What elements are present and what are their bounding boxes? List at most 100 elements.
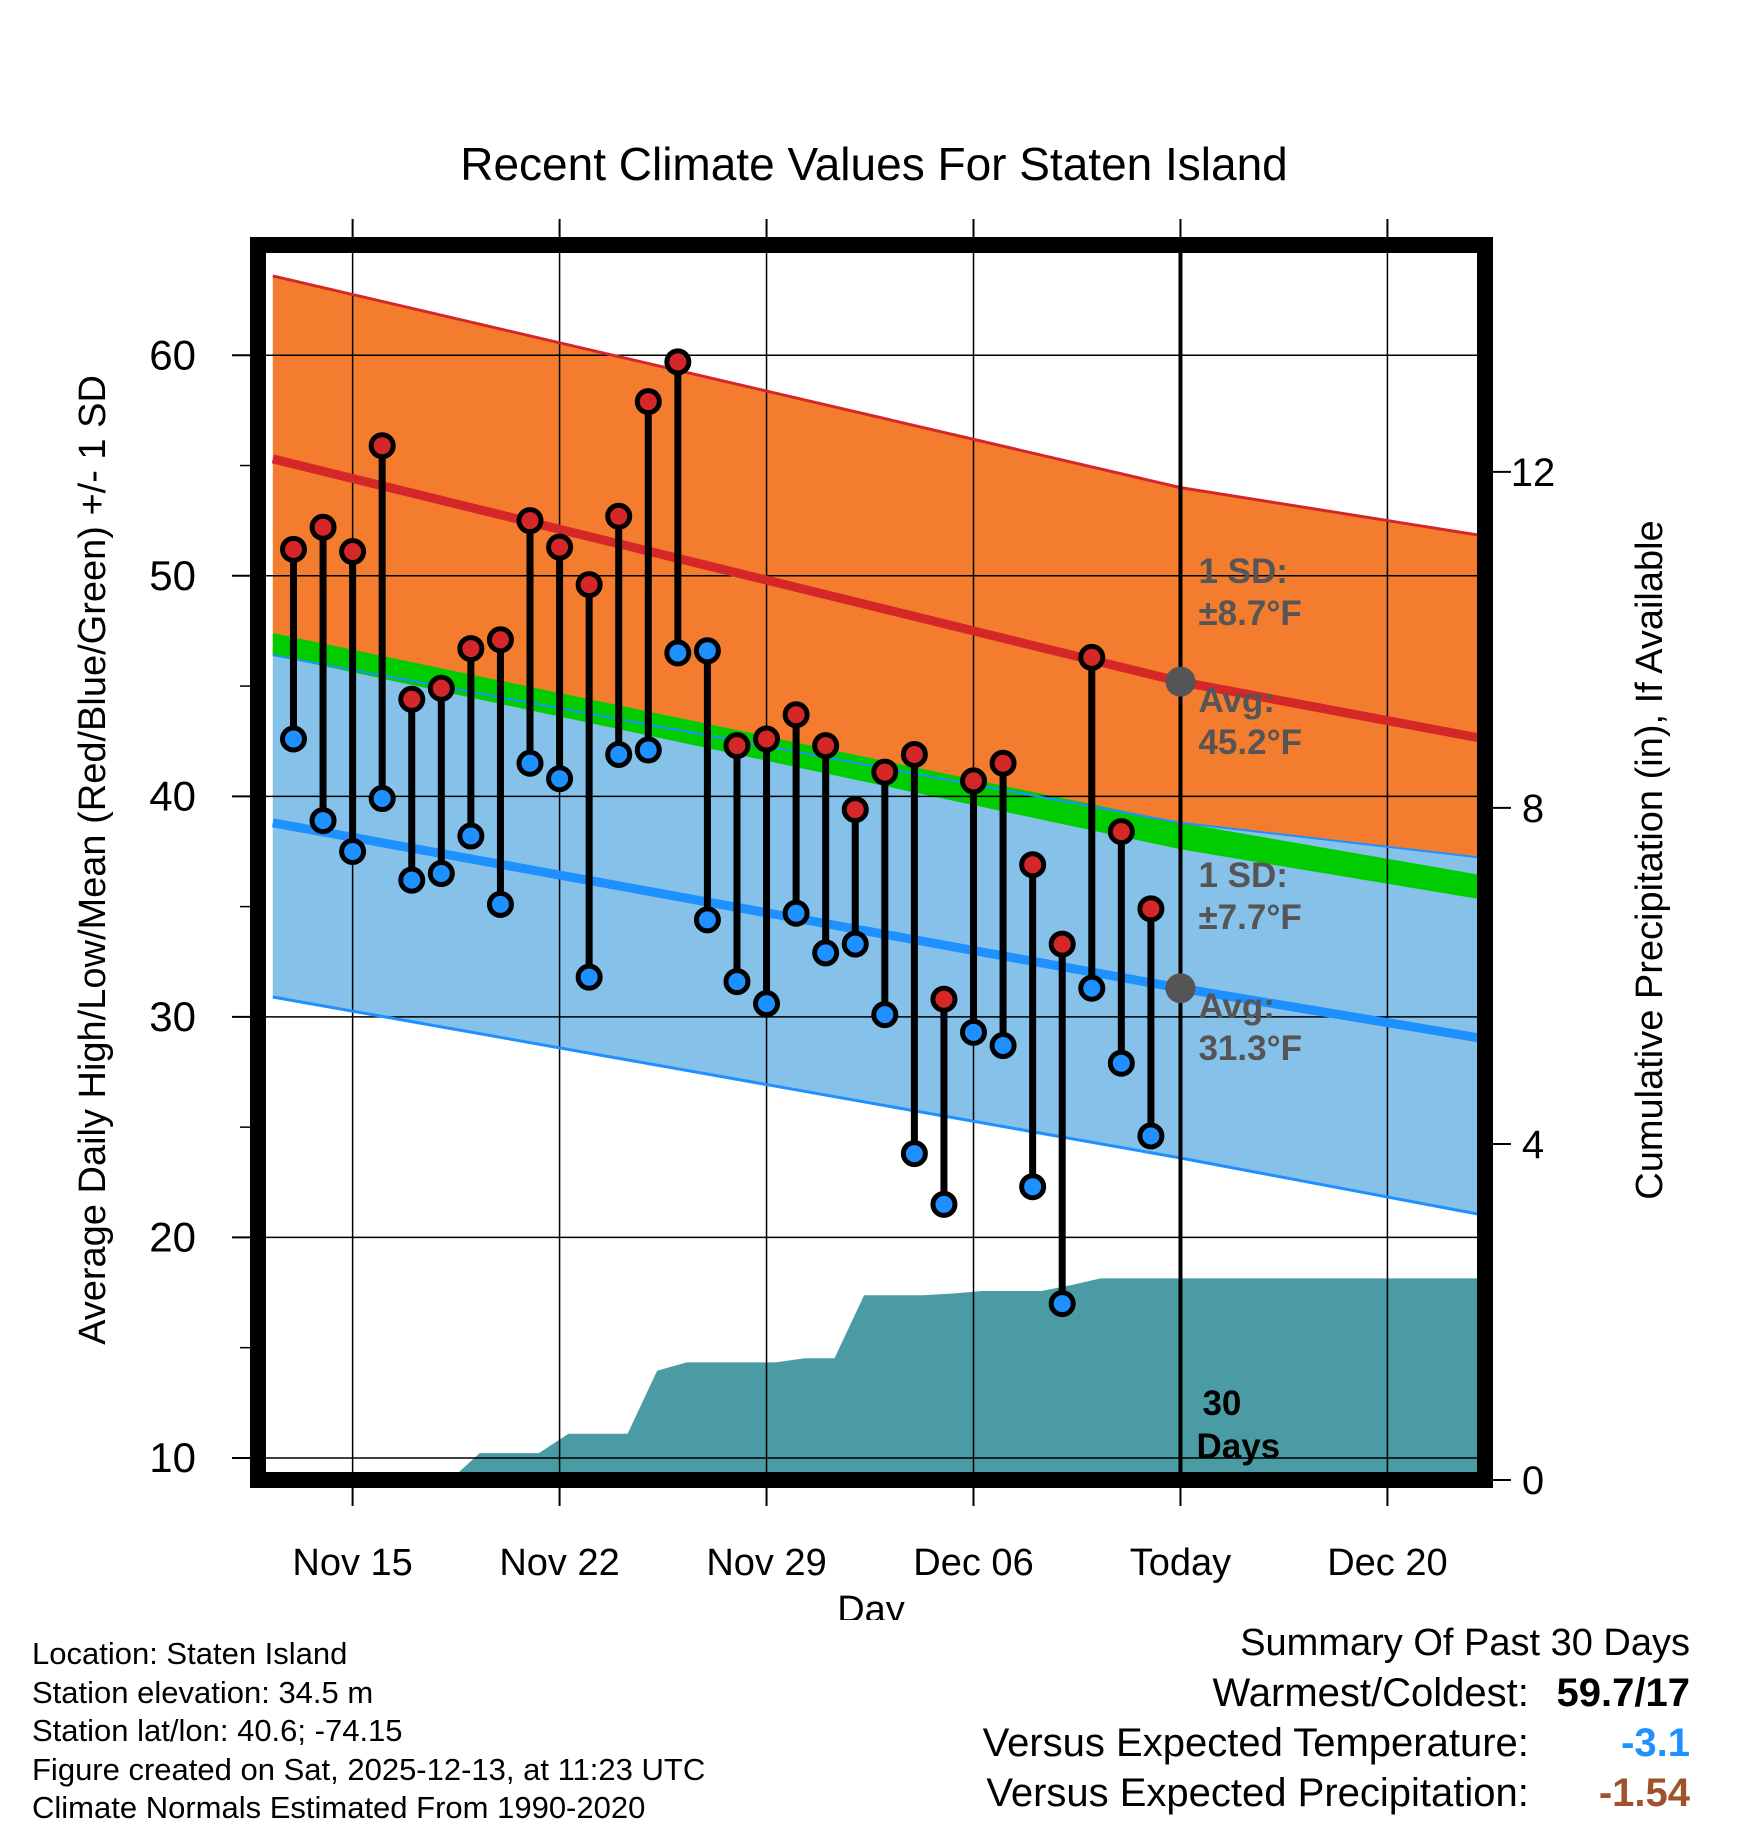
obs-high-point — [1019, 851, 1047, 879]
location-text: Location: Staten Island — [32, 1636, 348, 1671]
x-tick-label: Nov 15 — [292, 1542, 412, 1584]
y2-tick-label: 12 — [1511, 451, 1556, 495]
chart-title: Recent Climate Values For Staten Island — [460, 138, 1288, 190]
station-info: Location: Staten Island Station elevatio… — [32, 1635, 705, 1828]
obs-low-point — [457, 822, 485, 850]
precip-value: -1.54 — [1598, 1771, 1690, 1815]
summary-panel: Summary Of Past 30 Days Warmest/Coldest:… — [983, 1618, 1690, 1818]
obs-high-point — [634, 388, 662, 416]
warmest-label: Warmest/Coldest: — [1212, 1671, 1529, 1715]
obs-high-point — [693, 637, 721, 665]
y2-tick-label: 0 — [1522, 1459, 1544, 1503]
high-avg-label: Avg: — [1198, 681, 1274, 720]
obs-low-point — [693, 906, 721, 934]
summary-title: Summary Of Past 30 Days — [1240, 1622, 1690, 1664]
high-avg-value: 45.2°F — [1198, 723, 1302, 762]
obs-high-point — [546, 533, 574, 561]
climate-chart: Recent Climate Values For Staten Island … — [72, 138, 1671, 1620]
precip-label: Versus Expected Precipitation: — [986, 1771, 1529, 1815]
obs-low-point — [516, 749, 544, 777]
normals-text: Climate Normals Estimated From 1990-2020 — [32, 1790, 646, 1825]
y-tick-label: 10 — [149, 1434, 196, 1481]
obs-high-point — [279, 535, 307, 563]
obs-high-point — [812, 732, 840, 760]
obs-high-point — [309, 513, 337, 541]
temp-row: Versus Expected Temperature: -3.1 — [983, 1718, 1690, 1768]
obs-high-point — [398, 685, 426, 713]
x-tick-label: Nov 29 — [706, 1542, 826, 1584]
obs-high-point — [782, 701, 810, 729]
obs-high-point — [1137, 895, 1165, 923]
obs-high-point — [841, 796, 869, 824]
obs-low-point — [900, 1140, 928, 1168]
obs-low-point — [339, 837, 367, 865]
warmest-row: Warmest/Coldest: 59.7/17 — [983, 1668, 1691, 1718]
latlon-text: Station lat/lon: 40.6; -74.15 — [32, 1713, 403, 1748]
obs-low-point — [871, 1001, 899, 1029]
obs-high-point — [486, 626, 514, 654]
obs-low-point — [309, 807, 337, 835]
obs-low-point — [930, 1190, 958, 1218]
obs-high-point — [960, 767, 988, 795]
x-tick-label: Today — [1130, 1542, 1231, 1584]
low-avg-value: 31.3°F — [1198, 1029, 1302, 1068]
obs-high-point — [871, 758, 899, 786]
y-tick-label: 50 — [149, 552, 196, 599]
today-low-avg-dot — [1165, 973, 1196, 1004]
y-tick-label: 30 — [149, 993, 196, 1040]
low-sd-value: ±7.7°F — [1198, 898, 1301, 937]
obs-low-point — [960, 1018, 988, 1046]
y2-tick-label: 4 — [1522, 1123, 1544, 1167]
obs-high-point — [457, 635, 485, 663]
precip-days-number: 30 — [1202, 1384, 1241, 1423]
obs-high-point — [1048, 930, 1076, 958]
obs-high-point — [605, 502, 633, 530]
obs-low-point — [279, 725, 307, 753]
obs-low-point — [605, 740, 633, 768]
x-tick-label: Nov 22 — [499, 1542, 619, 1584]
high-sd-value: ±8.7°F — [1198, 594, 1301, 633]
low-avg-label: Avg: — [1198, 987, 1274, 1026]
obs-low-point — [1078, 974, 1106, 1002]
obs-low-point — [398, 866, 426, 894]
temp-label: Versus Expected Temperature: — [982, 1721, 1529, 1765]
obs-high-point — [900, 740, 928, 768]
obs-low-point — [1107, 1049, 1135, 1077]
low-sd-label: 1 SD: — [1198, 856, 1287, 895]
obs-low-point — [1137, 1122, 1165, 1150]
today-high-avg-dot — [1165, 666, 1196, 697]
obs-low-point — [723, 968, 751, 996]
y2-axis-label: Cumulative Precipitation (in), If Availa… — [1629, 520, 1671, 1199]
plot-frame — [250, 237, 1493, 1488]
obs-low-point — [812, 939, 840, 967]
obs-low-point — [841, 930, 869, 958]
obs-high-point — [575, 571, 603, 599]
precip-days-label: Days — [1196, 1427, 1280, 1466]
obs-low-point — [753, 990, 781, 1018]
obs-low-point — [575, 963, 603, 991]
y-tick-label: 20 — [149, 1213, 196, 1260]
obs-high-point — [989, 749, 1017, 777]
y-tick-label: 60 — [149, 331, 196, 378]
y2-tick-label: 8 — [1522, 787, 1544, 831]
obs-high-point — [753, 725, 781, 753]
obs-high-point — [723, 732, 751, 760]
precip-row: Versus Expected Precipitation: -1.54 — [983, 1768, 1690, 1818]
obs-high-point — [516, 507, 544, 535]
obs-low-point — [368, 785, 396, 813]
obs-low-point — [634, 736, 662, 764]
obs-high-point — [930, 985, 958, 1013]
x-tick-label: Dec 20 — [1327, 1542, 1447, 1584]
obs-low-point — [1048, 1290, 1076, 1318]
obs-high-point — [368, 432, 396, 460]
obs-low-point — [546, 765, 574, 793]
precip-area — [272, 1278, 1485, 1480]
created-text: Figure created on Sat, 2025-12-13, at 11… — [32, 1751, 706, 1787]
x-axis-label: Day — [837, 1589, 905, 1620]
obs-low-point — [486, 890, 514, 918]
obs-low-point — [989, 1032, 1017, 1060]
obs-low-point — [664, 639, 692, 667]
obs-high-point — [1078, 643, 1106, 671]
obs-high-point — [427, 674, 455, 702]
